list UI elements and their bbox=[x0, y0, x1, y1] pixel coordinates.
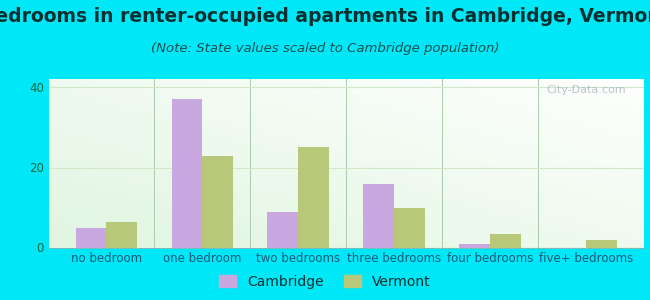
Bar bbox=[363, 184, 394, 248]
Text: City-Data.com: City-Data.com bbox=[546, 85, 626, 94]
Bar bbox=[490, 233, 521, 248]
Bar bbox=[202, 155, 233, 248]
Bar bbox=[394, 208, 425, 248]
Bar bbox=[586, 239, 617, 247]
Bar bbox=[75, 227, 107, 248]
Bar bbox=[460, 244, 490, 248]
Bar bbox=[298, 148, 329, 248]
Bar bbox=[107, 221, 137, 248]
Bar bbox=[267, 212, 298, 248]
Legend: Cambridge, Vermont: Cambridge, Vermont bbox=[215, 271, 435, 293]
Bar bbox=[172, 100, 202, 248]
Text: (Note: State values scaled to Cambridge population): (Note: State values scaled to Cambridge … bbox=[151, 42, 499, 55]
Text: Bedrooms in renter-occupied apartments in Cambridge, Vermont: Bedrooms in renter-occupied apartments i… bbox=[0, 8, 650, 26]
